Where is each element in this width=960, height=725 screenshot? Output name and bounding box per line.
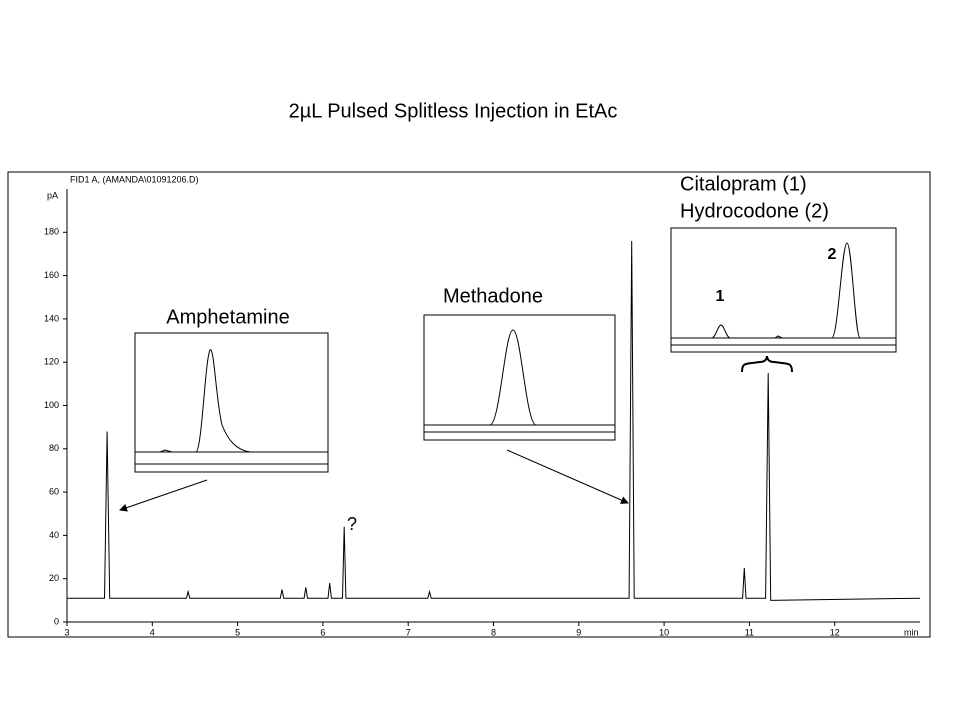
x-tick-label: 5 (235, 627, 240, 637)
x-tick-label: 10 (659, 627, 669, 637)
inset-amphetamine (134, 332, 329, 473)
x-tick-label: 4 (150, 627, 155, 637)
annotation: Amphetamine (166, 306, 289, 328)
arrow (506, 449, 629, 504)
x-tick-label: 11 (745, 627, 754, 637)
x-tick-label: 8 (491, 627, 496, 637)
y-tick-label: 0 (54, 616, 59, 626)
chromatogram-line (67, 240, 921, 601)
y-tick-label: 20 (49, 573, 59, 583)
annotation: Hydrocodone (2) (680, 200, 829, 222)
inset-methadone (423, 314, 616, 441)
y-tick-label: 100 (44, 400, 59, 410)
annotation: ? (347, 514, 357, 534)
annotation: Methadone (443, 285, 543, 307)
x-axis-label: min (904, 627, 919, 637)
y-tick-label: 80 (49, 443, 59, 453)
annotation: 1 (716, 288, 725, 305)
y-tick-label: 60 (49, 486, 59, 496)
arrow (119, 479, 208, 512)
plot-frame (7, 171, 931, 638)
annotation: 2 (828, 246, 837, 263)
y-tick-label: 120 (44, 357, 59, 367)
y-axis-label: pA (47, 190, 58, 200)
y-tick-label: 180 (44, 227, 59, 237)
annotation: Citalopram (1) (680, 173, 807, 195)
inset-citalopram-hydrocodone (670, 227, 897, 373)
x-tick-label: 3 (64, 627, 69, 637)
header: FID1 A, (AMANDA\01091206.D) (70, 174, 199, 184)
x-tick-label: 7 (406, 627, 411, 637)
x-tick-label: 6 (320, 627, 325, 637)
y-tick-label: 40 (49, 530, 59, 540)
chart-title: 2µL Pulsed Splitless Injection in EtAc (289, 100, 618, 122)
y-tick-label: 160 (44, 270, 59, 280)
y-tick-label: 140 (44, 313, 59, 323)
x-tick-label: 12 (830, 627, 840, 637)
x-tick-label: 9 (576, 627, 581, 637)
